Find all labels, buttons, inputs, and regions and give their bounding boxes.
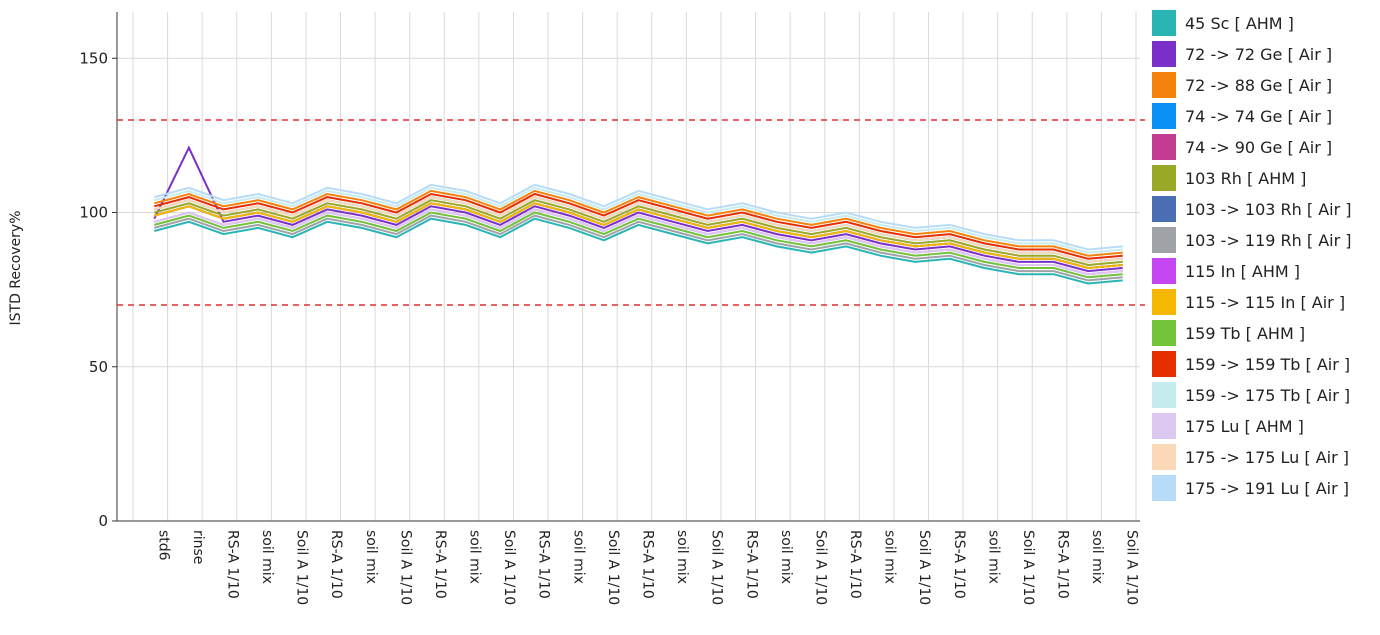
legend-label: 115 In [ AHM ] [1185, 262, 1300, 281]
x-tick-label: RS-A 1/10 [743, 530, 759, 599]
x-tick-label: Soil A 1/10 [397, 530, 413, 605]
legend-swatch [1152, 41, 1176, 67]
legend-swatch [1152, 351, 1176, 377]
x-tick-label: soil mix [363, 530, 379, 584]
legend-swatch [1152, 382, 1176, 408]
legend-label: 72 -> 72 Ge [ Air ] [1185, 45, 1332, 64]
x-tick-label: Soil A 1/10 [501, 530, 517, 605]
x-tick-label: soil mix [259, 530, 275, 584]
series-line [154, 192, 1123, 260]
x-tick-label: rinse [190, 530, 206, 564]
y-tick-label: 150 [79, 49, 108, 67]
legend-swatch [1152, 103, 1176, 129]
x-tick-label: soil mix [467, 530, 483, 584]
legend-label: 74 -> 74 Ge [ Air ] [1185, 107, 1332, 126]
x-tick-label: Soil A 1/10 [1124, 530, 1140, 605]
legend-swatch [1152, 72, 1176, 98]
x-tick-label: RS-A 1/10 [1055, 530, 1071, 599]
x-tick-label: Soil A 1/10 [709, 530, 725, 605]
x-tick-label: Soil A 1/10 [916, 530, 932, 605]
x-tick-label: RS-A 1/10 [951, 530, 967, 599]
legend-swatch [1152, 134, 1176, 160]
series-line [154, 199, 1123, 267]
x-tick-label: soil mix [674, 530, 690, 584]
legend-label: 159 -> 175 Tb [ Air ] [1185, 386, 1350, 405]
x-tick-label: Soil A 1/10 [812, 530, 828, 605]
x-tick-label: soil mix [778, 530, 794, 584]
legend-label: 103 Rh [ AHM ] [1185, 169, 1306, 188]
legend-swatch [1152, 258, 1176, 284]
series-line [153, 145, 1123, 273]
legend-swatch [1152, 10, 1176, 36]
x-tick-label: Soil A 1/10 [605, 530, 621, 605]
legend-label: 45 Sc [ AHM ] [1185, 14, 1294, 33]
legend-label: 103 -> 103 Rh [ Air ] [1185, 200, 1351, 219]
legend-swatch [1152, 320, 1176, 346]
series-line [154, 186, 1123, 254]
x-tick-label: soil mix [570, 530, 586, 584]
series-line [154, 211, 1123, 279]
legend-label: 175 Lu [ AHM ] [1185, 417, 1304, 436]
legend-swatch [1152, 444, 1176, 470]
x-tick-label: RS-A 1/10 [847, 530, 863, 599]
series-line [154, 208, 1123, 276]
legend-label: 159 -> 159 Tb [ Air ] [1185, 355, 1350, 374]
x-tick-label: soil mix [882, 530, 898, 584]
y-tick-label: 50 [89, 358, 108, 376]
series-line [154, 217, 1123, 285]
legend-swatch [1152, 227, 1176, 253]
x-tick-label: RS-A 1/10 [640, 530, 656, 599]
y-tick-label: 100 [79, 204, 108, 222]
series-line [154, 189, 1123, 257]
x-tick-label: Soil A 1/10 [1020, 530, 1036, 605]
legend-swatch [1152, 289, 1176, 315]
legend-label: 175 -> 191 Lu [ Air ] [1185, 479, 1349, 498]
x-tick-label: Soil A 1/10 [294, 530, 310, 605]
y-tick-label: 0 [98, 512, 108, 530]
series-line [154, 202, 1123, 270]
legend-label: 175 -> 175 Lu [ Air ] [1185, 448, 1349, 467]
legend-swatch [1152, 475, 1176, 501]
x-tick-label: soil mix [1089, 530, 1105, 584]
legend-label: 115 -> 115 In [ Air ] [1185, 293, 1345, 312]
series-line [154, 214, 1123, 282]
y-axis-label: ISTD Recovery% [8, 210, 24, 325]
x-tick-label: RS-A 1/10 [432, 530, 448, 599]
legend-label: 72 -> 88 Ge [ Air ] [1185, 76, 1332, 95]
legend-label: 159 Tb [ AHM ] [1185, 324, 1305, 343]
x-tick-label: RS-A 1/10 [536, 530, 552, 599]
series-line [154, 183, 1123, 251]
x-tick-label: soil mix [985, 530, 1001, 584]
legend-swatch [1152, 413, 1176, 439]
legend-label: 103 -> 119 Rh [ Air ] [1185, 231, 1351, 250]
x-tick-label: RS-A 1/10 [224, 530, 240, 599]
legend-swatch [1152, 165, 1176, 191]
x-tick-label: std6 [155, 530, 171, 561]
legend-label: 74 -> 90 Ge [ Air ] [1185, 138, 1332, 157]
x-tick-label: RS-A 1/10 [328, 530, 344, 599]
series-line [154, 196, 1123, 263]
legend-swatch [1152, 196, 1176, 222]
